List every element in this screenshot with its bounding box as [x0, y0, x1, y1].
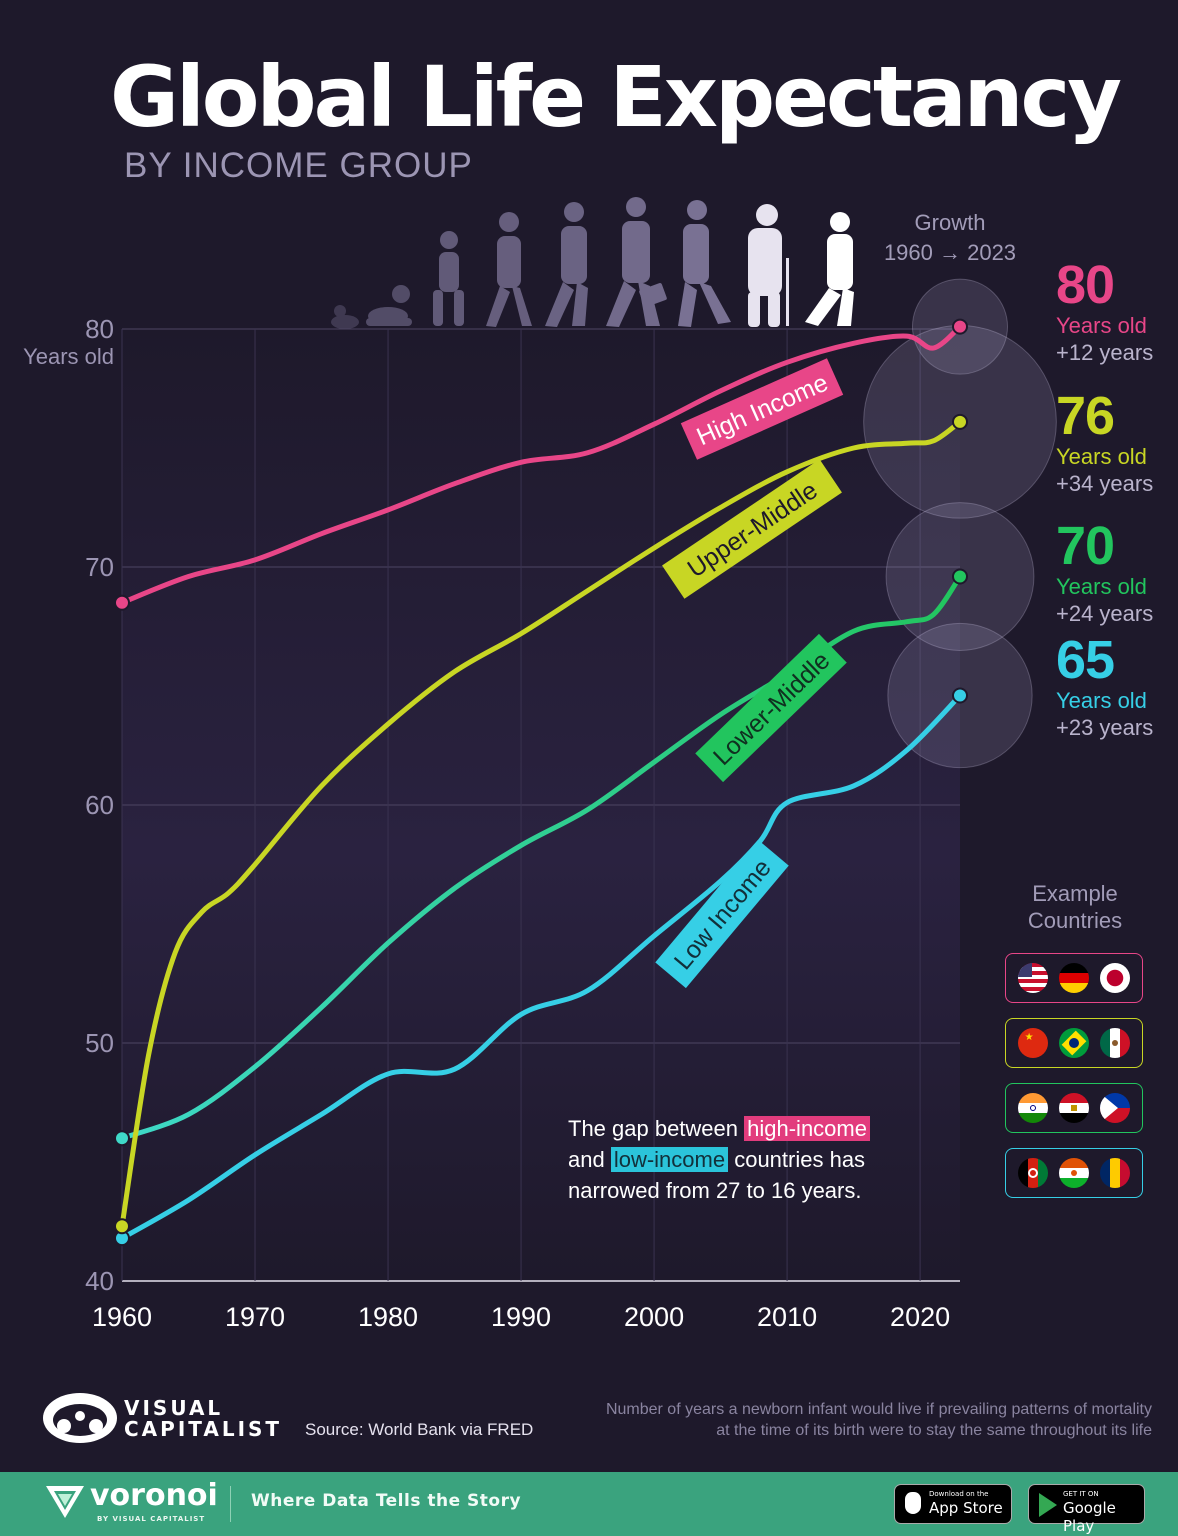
flag-group-upper-middle: ★ [1005, 1018, 1143, 1068]
growth-heading: Growth 1960 → 2023 [880, 208, 1020, 268]
end-label-lower-middle: 70 Years old +24 years [1056, 519, 1153, 627]
visual-capitalist-logo-icon [43, 1393, 117, 1443]
end-point [952, 318, 968, 335]
end-label-low-income: 65 Years old +23 years [1056, 633, 1153, 741]
end-label-unit: Years old [1056, 313, 1147, 338]
voronoi-brand: voronoi [90, 1478, 218, 1513]
y-axis-unit-label: Years old [23, 344, 114, 369]
afghanistan-flag [1017, 1158, 1048, 1188]
example-heading-line2: Countries [1027, 908, 1123, 933]
logo-line2: CAPITALIST [124, 1417, 283, 1441]
series-tag-background [655, 839, 789, 989]
series-line-lower-middle [119, 574, 963, 1141]
apple-icon [905, 1492, 921, 1514]
flag-group-low-income [1005, 1148, 1143, 1198]
end-point [952, 687, 968, 704]
aging-silhouettes-illustration [331, 197, 854, 329]
x-tick-label: 2010 [757, 1302, 817, 1332]
series-line-upper-middle [119, 419, 963, 1229]
y-tick-label: 40 [85, 1266, 114, 1296]
series-tag-background [662, 459, 842, 599]
google-play-icon [1039, 1493, 1057, 1517]
start-point [114, 1218, 130, 1235]
end-label-growth: +12 years [1056, 340, 1154, 365]
x-tick-label: 1960 [92, 1302, 152, 1332]
x-tick-label: 1980 [358, 1302, 418, 1332]
footer-divider [230, 1486, 231, 1522]
logo-line1: VISUAL [124, 1396, 224, 1420]
app-store-button[interactable]: Download on the App Store [894, 1484, 1012, 1524]
flag-group-high-income [1005, 953, 1143, 1003]
germany-flag [1058, 963, 1089, 993]
y-tick-label: 50 [85, 1028, 114, 1058]
note-highlight-high-income: high-income [744, 1116, 870, 1141]
note-highlight-low-income: low-income [610, 1147, 729, 1172]
us-flag [1017, 963, 1048, 993]
note-text-2: and [568, 1147, 611, 1172]
example-heading-line1: Example [1032, 881, 1118, 906]
end-label-growth: +24 years [1056, 601, 1154, 626]
x-tick-label: 2000 [624, 1302, 684, 1332]
end-label-high-income: 80 Years old +12 years [1056, 258, 1153, 366]
start-point [114, 1130, 130, 1147]
series-lines [114, 318, 968, 1247]
japan-flag [1100, 963, 1131, 993]
gap-note: The gap between high-income and low-inco… [568, 1113, 898, 1206]
series-tag-background [695, 633, 847, 783]
end-label-growth: +23 years [1056, 715, 1154, 740]
x-tick-label: 1990 [491, 1302, 551, 1332]
end-label-upper-middle: 76 Years old +34 years [1056, 389, 1153, 497]
end-label-unit: Years old [1056, 444, 1147, 469]
page-subtitle: BY INCOME GROUP [124, 146, 473, 185]
end-label-value: 80 [1056, 255, 1115, 315]
x-tick-label: 2020 [890, 1302, 950, 1332]
y-tick-label: 80 [85, 314, 114, 344]
brazil-flag [1058, 1028, 1089, 1058]
google-play-label: Google Play [1063, 1499, 1116, 1535]
y-tick-label: 70 [85, 552, 114, 582]
flag-group-lower-middle [1005, 1083, 1143, 1133]
end-point [952, 568, 968, 585]
example-countries-heading: Example Countries [1008, 880, 1142, 934]
end-point [952, 413, 968, 430]
chad-flag [1100, 1158, 1131, 1188]
end-label-growth: +34 years [1056, 471, 1154, 496]
note-text-3: countries has narrowed from 27 to 16 yea… [568, 1147, 866, 1203]
end-label-value: 65 [1056, 630, 1115, 690]
end-label-unit: Years old [1056, 688, 1147, 713]
google-play-small: GET IT ON [1063, 1490, 1099, 1498]
growth-heading-line1: Growth [914, 210, 986, 235]
india-flag [1017, 1093, 1048, 1123]
source-text: Source: World Bank via FRED [305, 1420, 534, 1439]
start-point [114, 594, 130, 611]
footer-bar: voronoi BY VISUAL CAPITALIST Where Data … [0, 1472, 1178, 1536]
series-tag-background [680, 358, 844, 460]
voronoi-sub: BY VISUAL CAPITALIST [97, 1515, 206, 1523]
google-play-button[interactable]: GET IT ON Google Play [1028, 1484, 1145, 1535]
note-text-1: The gap between [568, 1116, 745, 1141]
x-axis: 1960 1970 1980 1990 2000 2010 2020 [92, 1302, 950, 1332]
philippines-flag [1100, 1093, 1131, 1123]
growth-heading-line2: 1960 → 2023 [883, 240, 1017, 265]
series-line-low-income [119, 693, 963, 1241]
series-line-high-income [119, 324, 963, 606]
tagline: Where Data Tells the Story [251, 1491, 522, 1511]
voronoi-logo-icon [46, 1486, 84, 1518]
china-flag: ★ [1017, 1028, 1048, 1058]
y-tick-label: 60 [85, 790, 114, 820]
x-tick-label: 1970 [225, 1302, 285, 1332]
end-label-value: 70 [1056, 516, 1115, 576]
end-label-value: 76 [1056, 386, 1115, 446]
end-label-unit: Years old [1056, 574, 1147, 599]
visual-capitalist-logo: VISUAL CAPITALIST [124, 1398, 282, 1440]
egypt-flag [1058, 1093, 1089, 1123]
page-title: Global Life Expectancy [110, 48, 1122, 146]
niger-flag [1058, 1158, 1089, 1188]
app-store-label: App Store [929, 1499, 1003, 1517]
definition-text: Number of years a newborn infant would l… [605, 1401, 1152, 1439]
mexico-flag [1100, 1028, 1131, 1058]
app-store-small: Download on the [929, 1490, 989, 1498]
